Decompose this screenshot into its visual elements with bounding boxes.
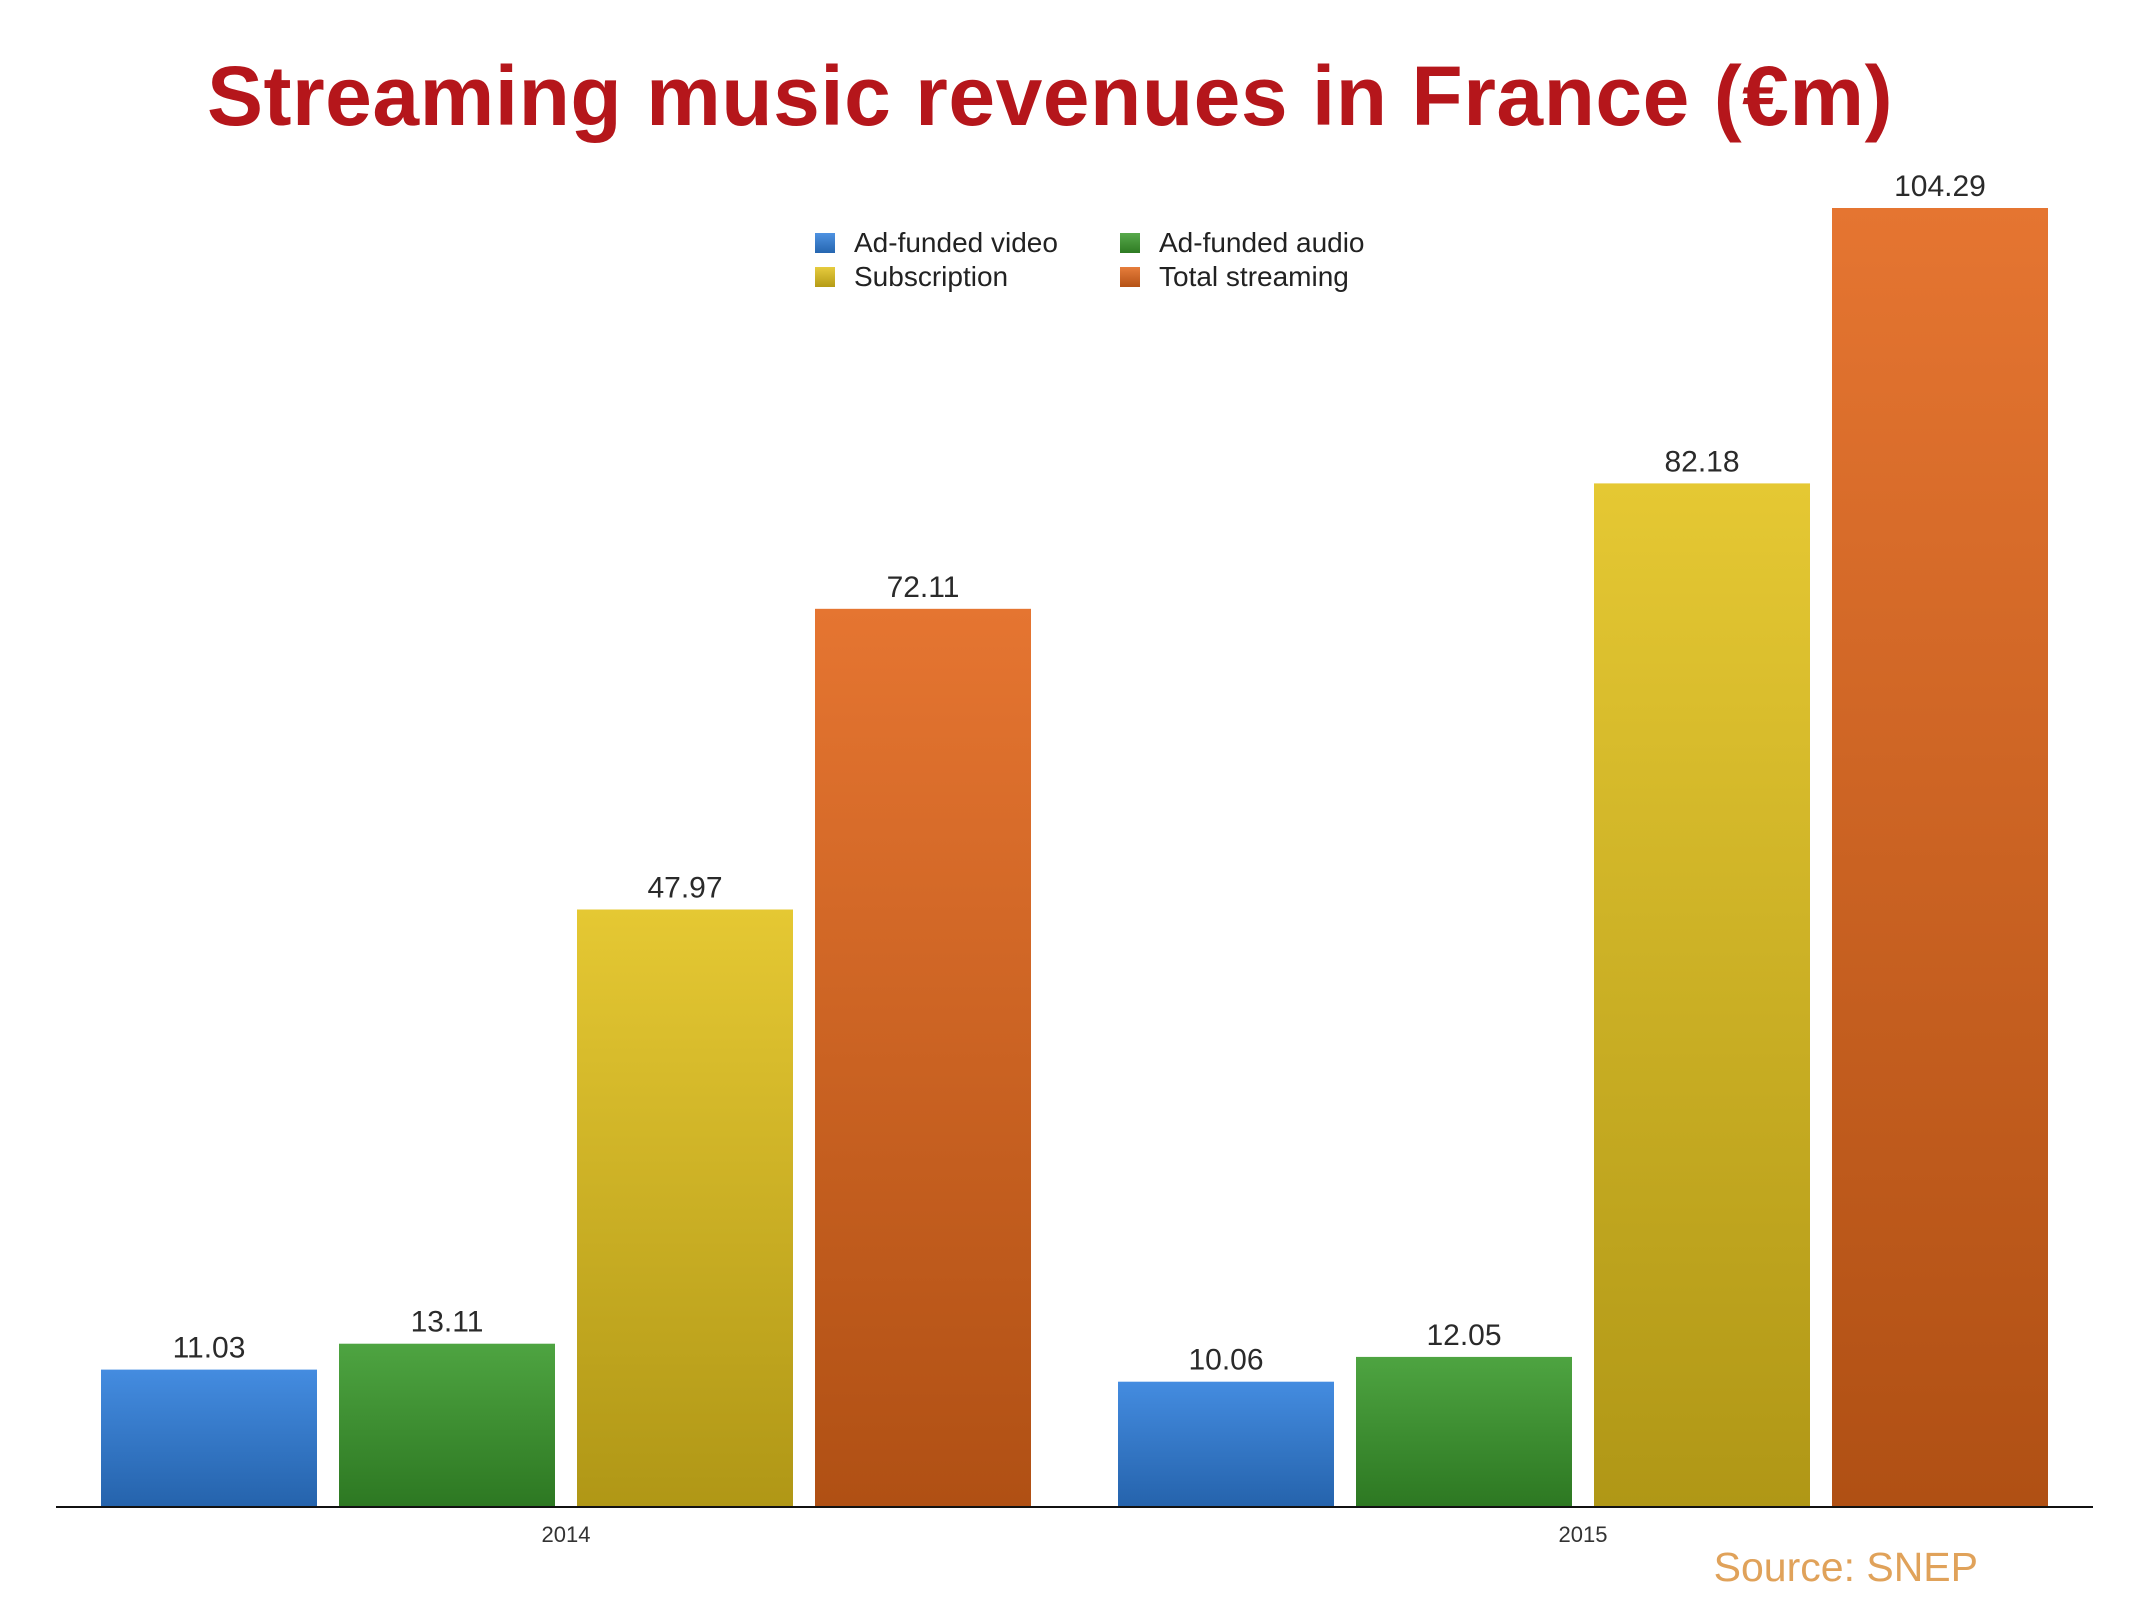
x-tick-labels-layer: 2014 2015	[542, 1522, 1608, 1547]
data-label-2015-ad-funded-video: 10.06	[1188, 1344, 1263, 1377]
legend-swatch-subscription	[815, 267, 835, 287]
legend-item-subscription: Subscription	[815, 261, 1120, 292]
legend-item-ad-funded-video: Ad-funded video	[815, 227, 1120, 258]
bars-layer	[101, 208, 2048, 1507]
source-note: Source: SNEP	[1713, 1544, 1978, 1590]
bar-2014-total-streaming	[815, 608, 1031, 1507]
x-tick-label-2014: 2014	[542, 1522, 591, 1547]
bar-2014-subscription	[577, 909, 793, 1507]
legend-item-total-streaming: Total streaming	[1120, 261, 1425, 292]
data-label-2014-ad-funded-audio: 13.11	[411, 1306, 484, 1339]
data-label-2014-total-streaming: 72.11	[887, 571, 960, 604]
legend-swatch-ad-funded-video	[815, 233, 835, 253]
legend-label-ad-funded-video: Ad-funded video	[854, 227, 1058, 258]
bar-2015-ad-funded-video	[1118, 1381, 1334, 1507]
data-label-2015-ad-funded-audio: 12.05	[1426, 1319, 1501, 1352]
legend: Ad-funded video Ad-funded audio Subscrip…	[815, 227, 1435, 292]
legend-swatch-ad-funded-audio	[1120, 233, 1140, 253]
data-label-2014-ad-funded-video: 11.03	[173, 1332, 246, 1365]
legend-label-ad-funded-audio: Ad-funded audio	[1159, 227, 1365, 258]
bar-2015-total-streaming	[1832, 208, 2048, 1507]
legend-swatch-total-streaming	[1120, 267, 1140, 287]
value-labels-layer: 11.03 13.11 47.97 72.11 10.06 12.05 82.18 104.2…	[173, 170, 1986, 1377]
chart-title: Streaming music revenues in France (€m)	[206, 49, 1894, 143]
legend-item-ad-funded-audio: Ad-funded audio	[1120, 227, 1425, 258]
bar-2014-ad-funded-audio	[339, 1343, 555, 1507]
bar-2014-ad-funded-video	[101, 1369, 317, 1507]
bar-2015-subscription	[1594, 483, 1810, 1507]
data-label-2015-total-streaming: 104.29	[1894, 170, 1986, 203]
x-tick-label-2015: 2015	[1559, 1522, 1608, 1547]
legend-label-total-streaming: Total streaming	[1159, 261, 1349, 292]
data-label-2015-subscription: 82.18	[1664, 445, 1739, 478]
data-label-2014-subscription: 47.97	[647, 872, 722, 905]
legend-label-subscription: Subscription	[854, 261, 1009, 292]
bar-2015-ad-funded-audio	[1356, 1356, 1572, 1507]
